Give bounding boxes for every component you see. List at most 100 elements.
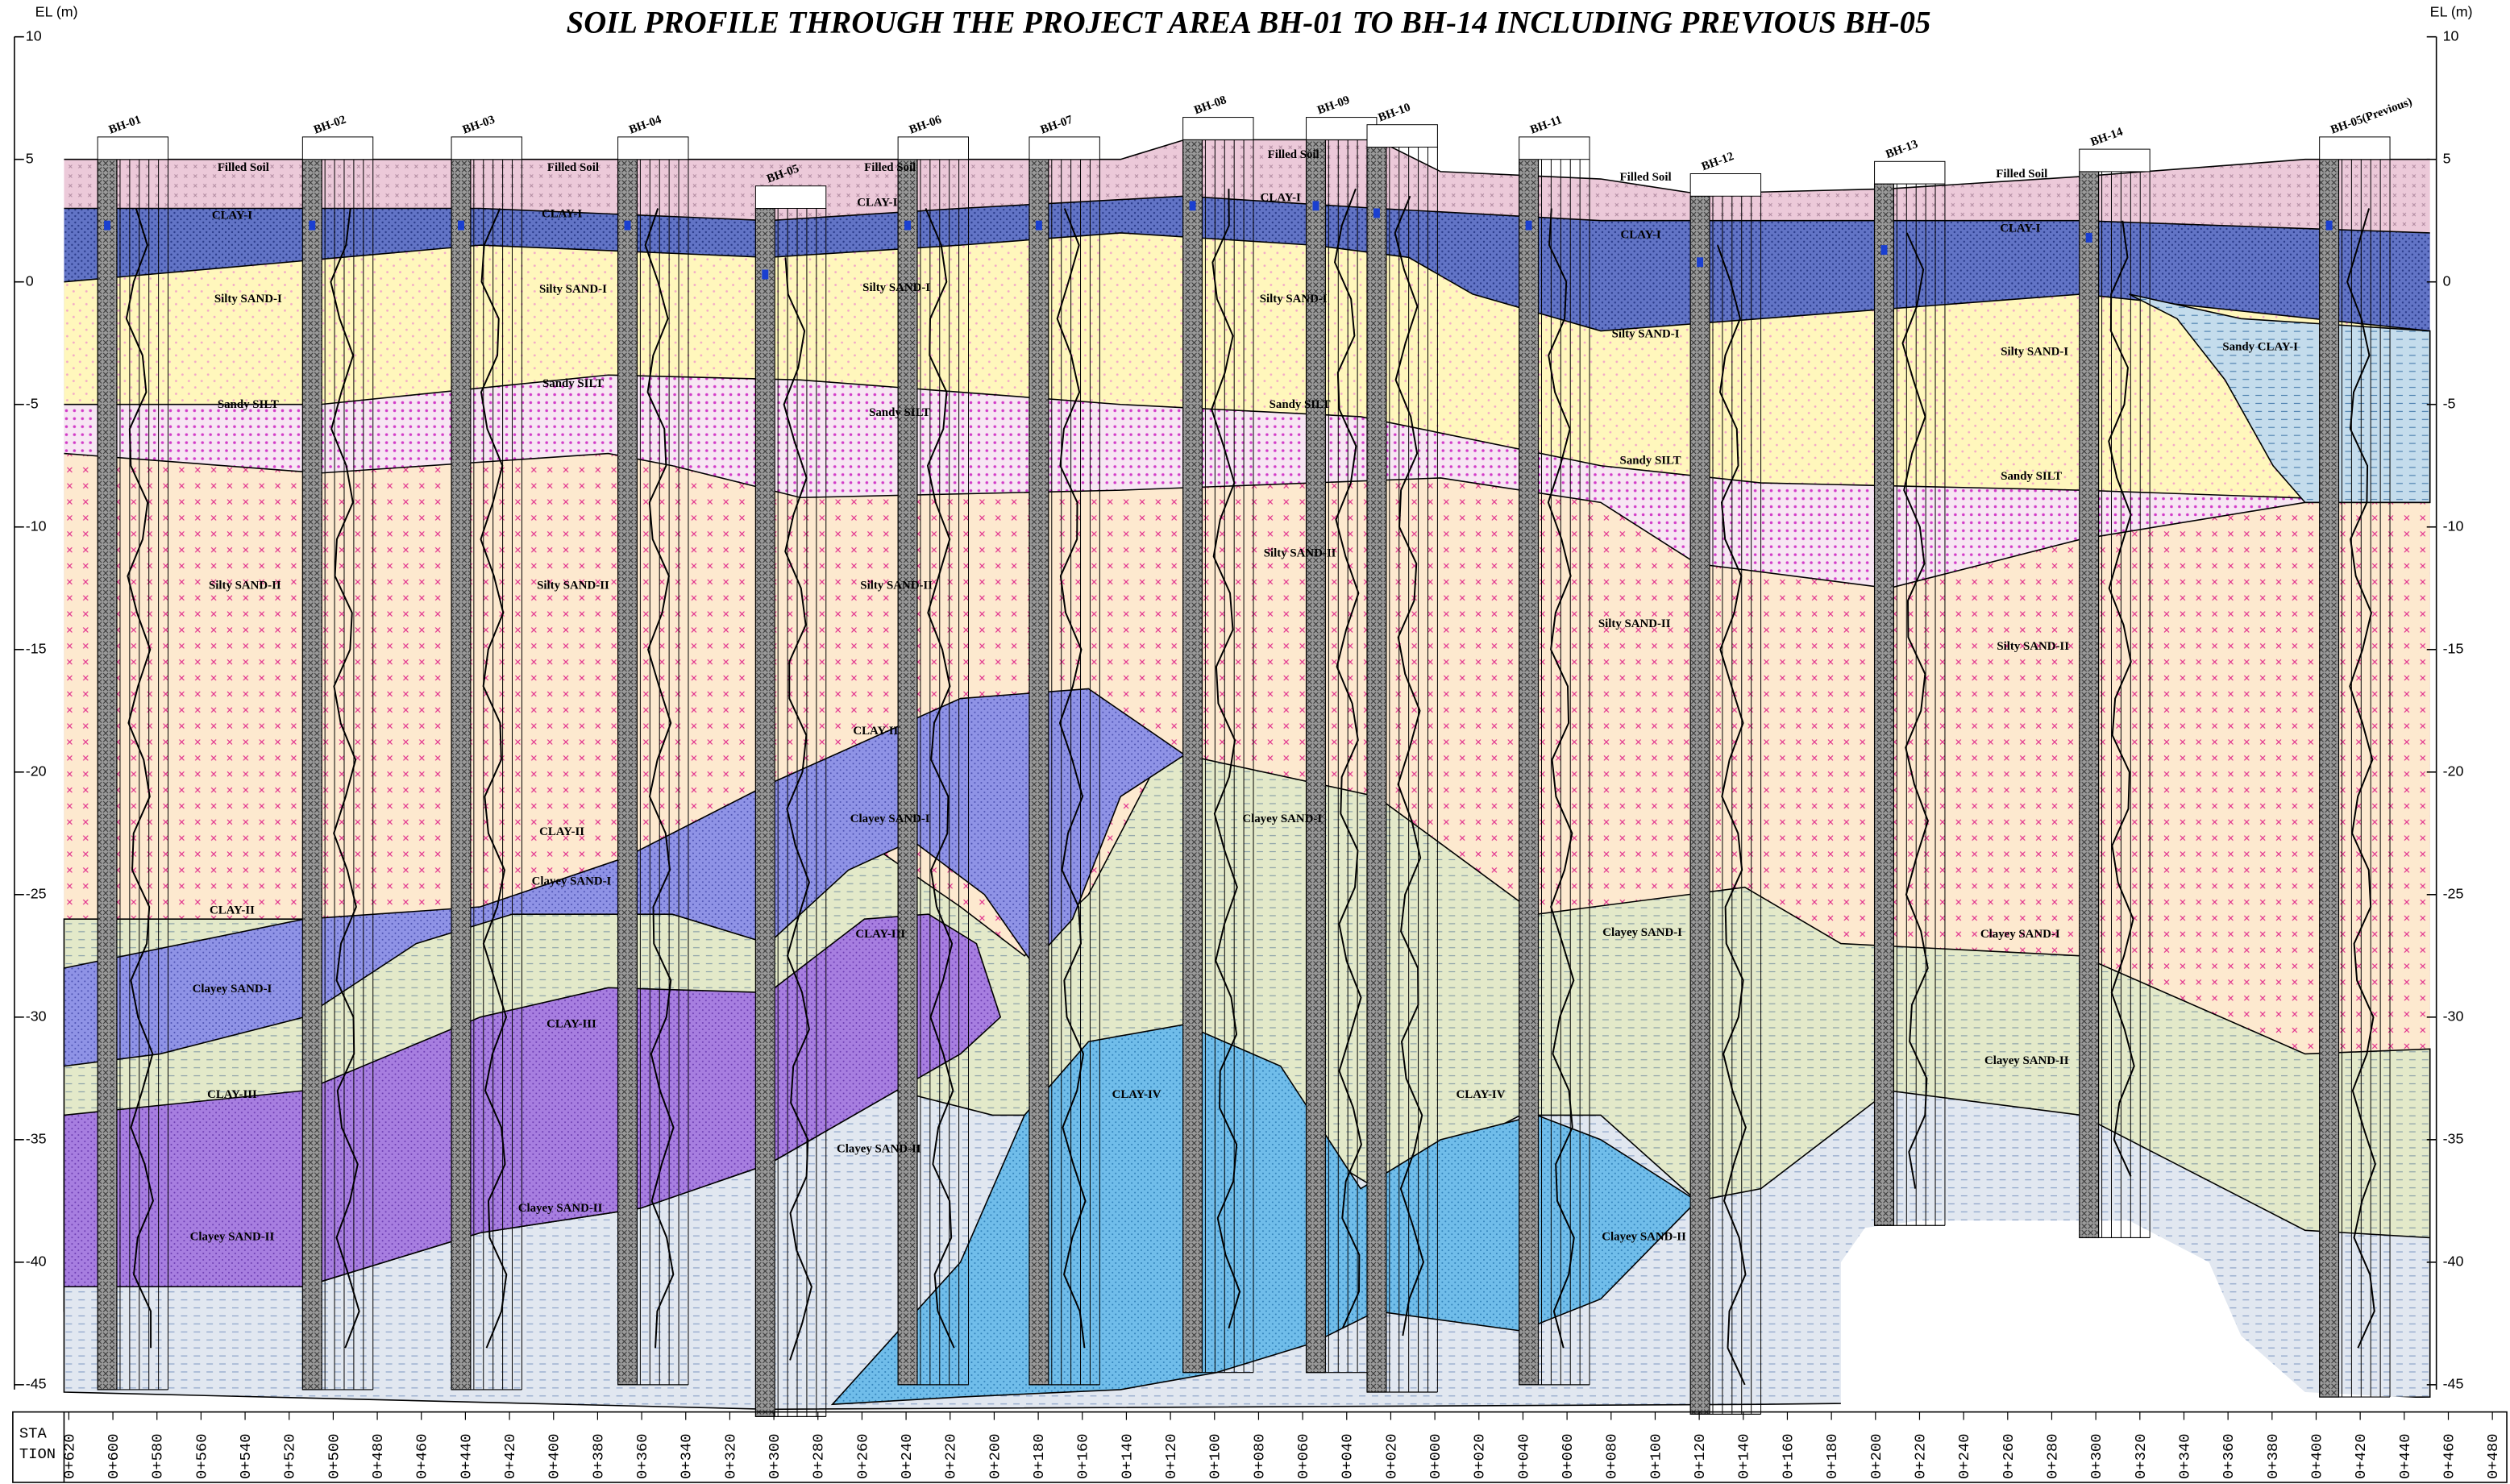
water-level — [104, 221, 110, 231]
layer-label: CLAY-I — [212, 210, 252, 222]
borehole-core — [98, 160, 117, 1390]
layer-label: CLAY-I — [857, 197, 897, 210]
borehole-header — [2080, 149, 2150, 172]
station-label: 0+120 — [1691, 1433, 1709, 1479]
layer-label: Silty SAND-I — [2001, 345, 2068, 358]
station-label: 0+120 — [1162, 1433, 1180, 1479]
station-label: 0+060 — [1559, 1433, 1577, 1479]
station-label: 0+580 — [149, 1433, 167, 1479]
station-title: TION — [19, 1445, 56, 1463]
layer-label: CLAY-III — [855, 928, 905, 941]
station-label: 0+160 — [1779, 1433, 1797, 1479]
station-label: 0+480 — [369, 1433, 387, 1479]
station-label: 0+040 — [1515, 1433, 1532, 1479]
el-tick-label: -20 — [2443, 763, 2464, 779]
station-label: 0+520 — [281, 1433, 299, 1479]
layer-label: CLAY-IV — [1457, 1088, 1506, 1101]
layer-label: Sandy SILT — [1620, 454, 1681, 467]
station-label: 0+340 — [2175, 1433, 2193, 1479]
layer-label: Silty SAND-II — [537, 579, 609, 592]
station-label: 0+340 — [678, 1433, 696, 1479]
station-label: 0+420 — [501, 1433, 519, 1479]
el-tick-label: -35 — [26, 1131, 47, 1147]
layer-label: CLAY-III — [546, 1017, 596, 1030]
borehole-core — [302, 160, 322, 1390]
borehole-header — [1367, 125, 1437, 148]
layer-label: Silty SAND-II — [1997, 640, 2069, 653]
station-label: 0+380 — [589, 1433, 607, 1479]
layer-label: Filled Soil — [1996, 168, 2047, 181]
borehole-core — [2080, 172, 2099, 1238]
el-tick-label: -20 — [26, 763, 47, 779]
layer-label: Silty SAND-I — [539, 283, 607, 296]
station-label: 0+220 — [1911, 1433, 1929, 1479]
el-tick-label: -10 — [26, 518, 47, 534]
borehole-header — [1690, 173, 1760, 196]
layer-label: CLAY-IV — [1112, 1088, 1161, 1101]
station-label: 0+140 — [1118, 1433, 1136, 1479]
el-tick-label: -5 — [26, 395, 39, 411]
station-label: 0+080 — [1603, 1433, 1621, 1479]
water-level — [2086, 233, 2092, 243]
station-label: 0+320 — [721, 1433, 739, 1479]
station-label: 0+180 — [1030, 1433, 1048, 1479]
el-tick-label: -35 — [2443, 1131, 2464, 1147]
layer-label: Sandy SILT — [542, 377, 604, 390]
el-tick-label: -40 — [26, 1253, 47, 1270]
layer-label: Filled Soil — [864, 161, 916, 174]
station-label: 0+280 — [2043, 1433, 2061, 1479]
borehole-core — [1029, 160, 1049, 1385]
borehole-core — [755, 209, 775, 1417]
borehole-name: BH-03 — [461, 114, 497, 137]
layer-label: Clayey SAND-II — [837, 1142, 921, 1155]
water-level — [1881, 245, 1888, 255]
borehole-name: BH-05(Previous) — [2329, 95, 2413, 136]
el-tick-label: -45 — [2443, 1376, 2464, 1392]
station-label: 0+460 — [413, 1433, 431, 1479]
layer-label: Clayey SAND-II — [1602, 1231, 1686, 1244]
layer-label: CLAY-II — [210, 904, 255, 917]
el-tick-label: -5 — [2443, 395, 2456, 411]
station-label: 0+220 — [942, 1433, 960, 1479]
station-label: 0+060 — [1294, 1433, 1312, 1479]
borehole-header — [98, 137, 168, 160]
layer-label: CLAY-II — [853, 725, 898, 738]
layer-label: Silty SAND-II — [209, 579, 281, 592]
water-level — [1312, 201, 1319, 210]
borehole-header — [755, 186, 825, 209]
el-tick-label: 0 — [26, 272, 34, 289]
drawing-title: SOIL PROFILE THROUGH THE PROJECT AREA BH… — [567, 6, 1931, 40]
water-level — [1036, 221, 1042, 231]
borehole-header — [898, 137, 968, 160]
station-label: 0+400 — [546, 1433, 563, 1479]
borehole-name: BH-01 — [107, 114, 143, 137]
station-label: 0+400 — [2308, 1433, 2325, 1479]
borehole-core — [1183, 139, 1203, 1372]
station-label: 0+100 — [1207, 1433, 1224, 1479]
water-level — [1697, 257, 1703, 267]
station-label: 0+460 — [2440, 1433, 2458, 1479]
station-label: 0+140 — [1735, 1433, 1753, 1479]
station-label: 0+440 — [2396, 1433, 2414, 1479]
borehole-header — [302, 137, 372, 160]
borehole-header — [1029, 137, 1099, 160]
layer-label: Sandy SILT — [869, 406, 930, 419]
borehole-header — [451, 137, 522, 160]
station-label: 0+260 — [2000, 1433, 2018, 1479]
station-label: 0+360 — [2220, 1433, 2238, 1479]
borehole-name: BH-04 — [627, 113, 663, 136]
station-label: 0+260 — [854, 1433, 871, 1479]
station-label: 0+420 — [2352, 1433, 2370, 1479]
el-tick-label: -45 — [26, 1376, 47, 1392]
layer-label: Sandy CLAY-I — [2222, 340, 2298, 353]
layer-label: CLAY-II — [539, 825, 584, 838]
layer-label: Filled Soil — [218, 161, 269, 174]
station-label: 0+020 — [1382, 1433, 1400, 1479]
water-level — [309, 221, 315, 231]
borehole-header — [618, 137, 688, 160]
station-label: 0+080 — [1250, 1433, 1268, 1479]
layer-label: CLAY-I — [542, 208, 582, 221]
station-label: 0+200 — [1868, 1433, 1885, 1479]
water-level — [904, 221, 911, 231]
layer-label: Filled Soil — [547, 161, 599, 174]
